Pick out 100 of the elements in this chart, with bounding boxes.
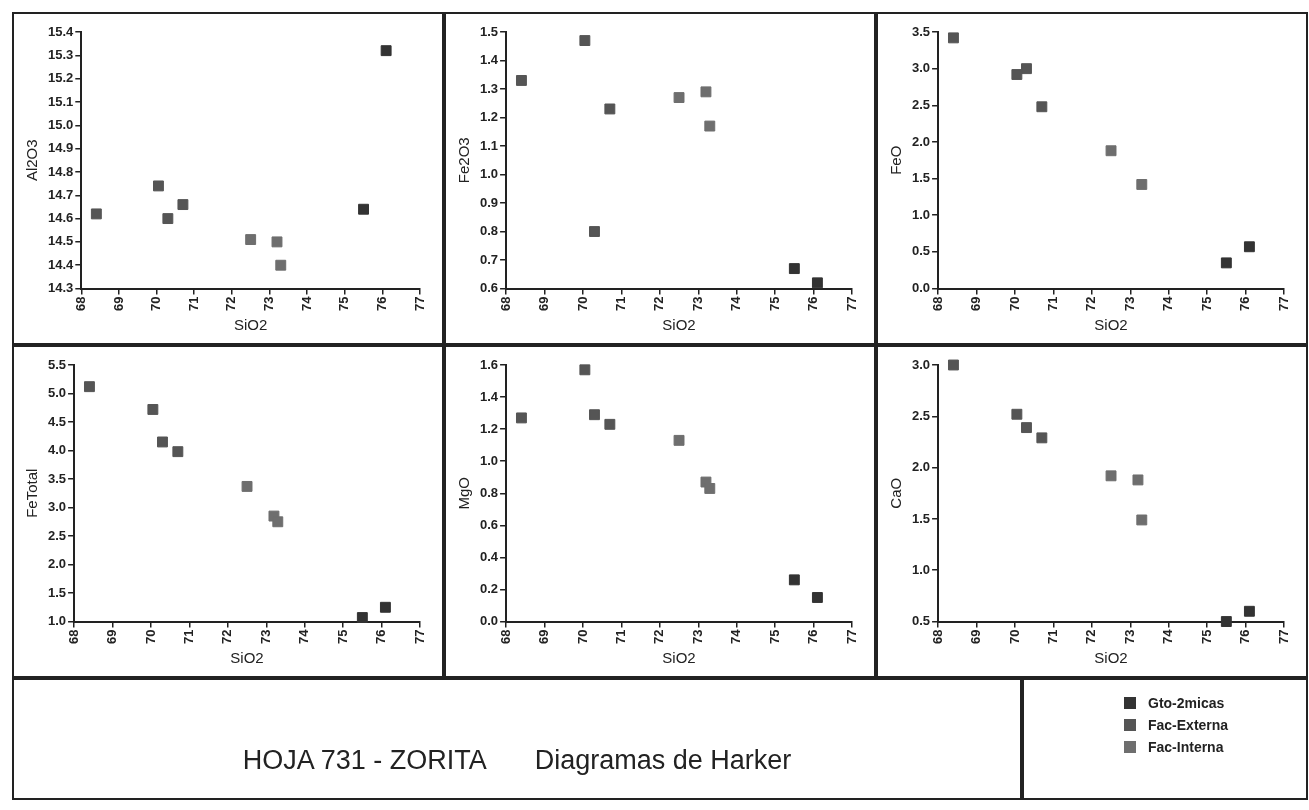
point [1132, 474, 1144, 486]
x-tick-label: 75 [1198, 629, 1214, 645]
point [1105, 145, 1117, 157]
x-axis-title: SiO2 [662, 316, 696, 334]
x-tick-label: 75 [766, 629, 782, 645]
x-tick-label: 70 [142, 629, 158, 645]
point [948, 359, 959, 371]
legend-label: Gto-2micas [1148, 695, 1225, 711]
x-tick-label: 74 [728, 295, 744, 312]
y-tick-label: 1.3 [479, 80, 499, 96]
y-tick-label: 2.5 [911, 407, 931, 423]
y-tick-label: 1.0 [911, 206, 931, 222]
x-tick-label: 77 [1275, 629, 1291, 645]
y-tick-label: 1.6 [479, 356, 499, 372]
x-tick-label: 73 [689, 296, 705, 312]
x-tick-label: 71 [612, 629, 628, 645]
point [275, 259, 287, 271]
x-tick-label: 69 [536, 296, 552, 312]
x-tick-label: 70 [574, 629, 590, 645]
x-tick-label: 76 [373, 296, 389, 312]
point [380, 45, 392, 57]
x-tick-label: 77 [1275, 296, 1291, 312]
y-tick-label: 1.2 [479, 420, 499, 436]
x-tick-label: 77 [411, 629, 427, 645]
y-tick-label: 5.5 [47, 356, 67, 372]
point [673, 434, 685, 446]
y-tick-label: 14.9 [47, 140, 74, 156]
x-tick-label: 71 [1044, 629, 1060, 645]
y-tick-label: 0.2 [479, 581, 499, 597]
point [1220, 257, 1232, 269]
x-axis-title: SiO2 [662, 649, 696, 667]
x-tick-label: 75 [336, 296, 352, 312]
y-tick-label: 5.0 [47, 385, 67, 401]
y-axis-title: Al2O3 [23, 139, 41, 182]
y-tick-label: 14.4 [47, 256, 75, 272]
x-tick-label: 74 [728, 628, 744, 645]
y-axis-title: Fe2O3 [455, 137, 473, 184]
x-tick-label: 70 [1006, 296, 1022, 312]
x-axis-title: SiO2 [1094, 649, 1128, 667]
y-tick-label: 15.4 [47, 23, 75, 39]
y-tick-label: 2.5 [911, 96, 931, 112]
x-tick-label: 75 [334, 629, 350, 645]
point [1011, 69, 1023, 80]
y-tick-label: 0.0 [911, 280, 931, 296]
y-tick-label: 2.0 [47, 556, 67, 572]
point [811, 592, 823, 603]
y-tick-label: 14.8 [47, 163, 74, 179]
point [1105, 470, 1117, 482]
x-tick-label: 68 [929, 296, 945, 312]
y-tick-label: 3.0 [911, 60, 931, 76]
text: Diagramas de Harker [534, 745, 792, 776]
x-tick-label: 73 [1121, 629, 1137, 645]
y-tick-label: 1.2 [479, 109, 499, 125]
x-tick-label: 74 [296, 628, 312, 645]
y-tick-label: 14.6 [47, 210, 74, 226]
x-tick-label: 75 [1198, 296, 1214, 312]
point [788, 574, 800, 586]
x-tick-label: 68 [65, 629, 81, 645]
y-tick-label: 15.1 [47, 93, 74, 109]
point [700, 86, 712, 98]
x-tick-label: 71 [612, 296, 628, 312]
point [948, 32, 959, 44]
point [1220, 616, 1232, 627]
x-tick-label: 69 [104, 629, 120, 645]
point [271, 236, 283, 248]
point [1011, 408, 1023, 420]
x-tick-label: 69 [968, 629, 984, 645]
x-tick-label: 68 [929, 629, 945, 645]
y-tick-label: 1.0 [479, 166, 499, 182]
x-tick-label: 72 [651, 296, 667, 312]
y-tick-label: 1.4 [479, 52, 499, 68]
point [604, 103, 616, 115]
y-axis-title: MgO [455, 477, 473, 510]
x-tick-label: 71 [1044, 296, 1060, 312]
x-tick-label: 73 [1121, 296, 1137, 312]
point [811, 277, 823, 289]
y-tick-label: 4.5 [47, 413, 67, 429]
y-tick-label: 15.0 [47, 116, 74, 132]
x-tick-label: 76 [805, 629, 821, 645]
x-axis-title: SiO2 [1094, 316, 1128, 334]
point [272, 516, 284, 528]
y-tick-label: 15.2 [47, 70, 74, 86]
y-tick-label: 0.9 [479, 194, 499, 210]
y-tick-label: 2.0 [911, 459, 931, 475]
y-tick-label: 14.3 [47, 280, 74, 296]
y-tick-label: 15.3 [47, 46, 74, 62]
y-tick-label: 4.0 [47, 442, 67, 458]
y-tick-label: 3.5 [47, 470, 67, 486]
x-tick-label: 77 [843, 629, 859, 645]
x-tick-label: 71 [180, 629, 196, 645]
point [153, 180, 164, 192]
y-tick-label: 0.6 [479, 280, 499, 296]
point [241, 480, 253, 492]
x-tick-label: 76 [1237, 296, 1253, 312]
point [516, 412, 527, 424]
y-tick-label: 14.5 [47, 233, 74, 249]
x-tick-label: 68 [497, 629, 513, 645]
x-tick-label: 74 [1160, 295, 1176, 312]
point [1036, 101, 1048, 113]
legend-label: Fac-Interna [1148, 739, 1224, 755]
